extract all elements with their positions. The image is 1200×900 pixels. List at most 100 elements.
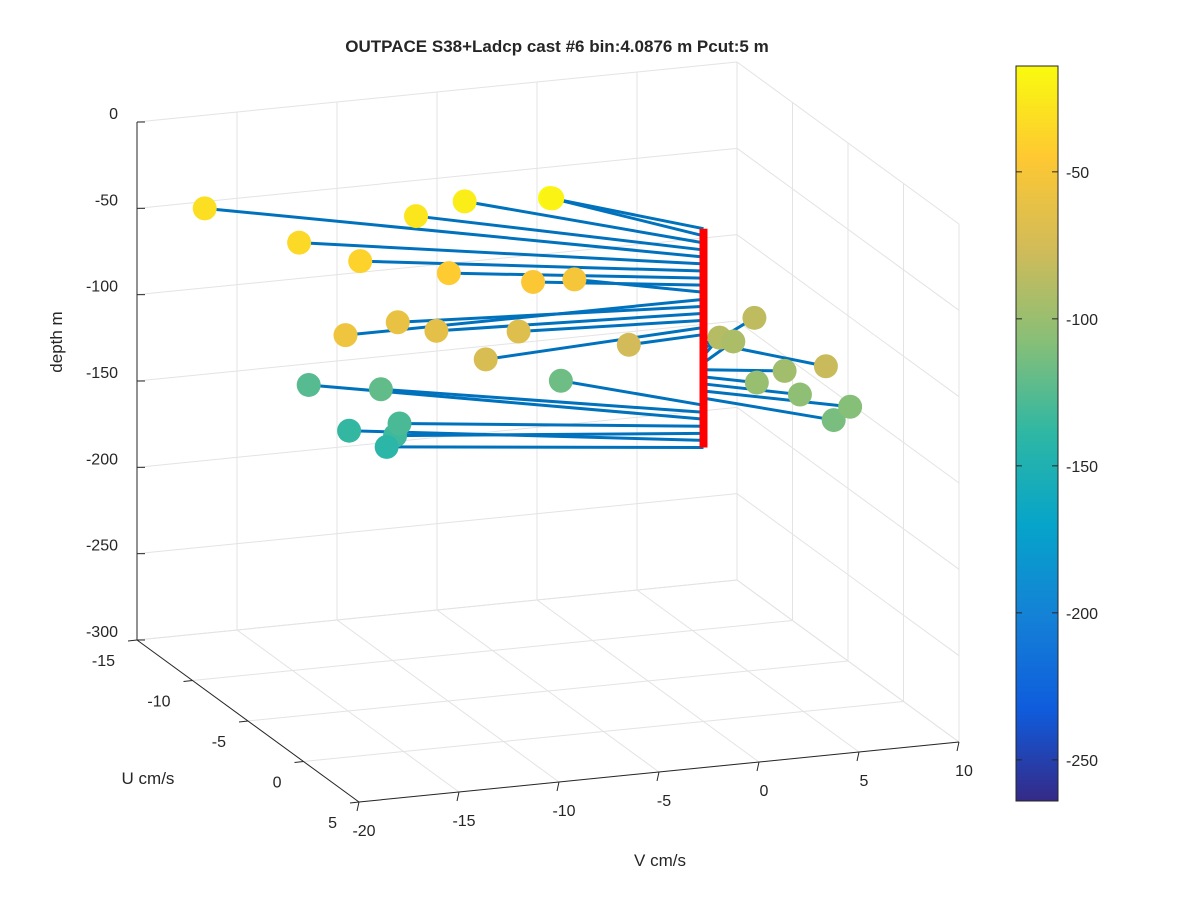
velocity-point	[287, 230, 312, 255]
velocity-point	[616, 332, 641, 357]
current-vector-stem	[551, 196, 704, 238]
current-vector-stem	[399, 421, 704, 428]
y-tick-mark	[756, 761, 760, 772]
y-tick-label: -10	[552, 803, 575, 820]
colorbar-tick-label: -200	[1066, 606, 1098, 623]
z-tick-label: -50	[95, 192, 118, 209]
current-vector-stem	[204, 206, 704, 259]
z-tick-label: 0	[109, 106, 118, 123]
velocity-point	[424, 318, 449, 343]
current-vector-stem	[560, 379, 704, 407]
chart-title: OUTPACE S38+Ladcp cast #6 bin:4.0876 m P…	[345, 37, 768, 56]
velocity-point	[404, 204, 429, 229]
velocity-point	[387, 411, 412, 436]
y-tick-mark	[856, 751, 860, 762]
velocity-point	[368, 377, 393, 402]
current-vector-stem	[360, 259, 704, 273]
colorbar-tick-label: -250	[1066, 753, 1098, 770]
velocity-point	[813, 354, 838, 379]
grid-line-u	[247, 660, 849, 722]
current-vector-stem	[299, 241, 704, 266]
plot-area	[192, 186, 863, 459]
grid-line-u	[303, 701, 904, 762]
axes-frame	[127, 121, 960, 812]
current-vector-stem	[628, 333, 704, 347]
current-vector-stem	[386, 445, 704, 449]
z-tick-label: -100	[86, 279, 118, 296]
y-tick-label: 0	[760, 783, 769, 800]
y-tick-mark	[456, 791, 460, 802]
velocity-point	[787, 382, 812, 407]
velocity-point	[521, 269, 546, 294]
y-tick-mark	[956, 741, 960, 752]
velocity-point	[333, 323, 358, 348]
z-tick-label: -250	[86, 538, 118, 555]
velocity-point	[562, 267, 587, 292]
colorbar-bar	[1015, 65, 1059, 802]
y-tick-label: 5	[860, 773, 869, 790]
x-tick-mark	[183, 680, 193, 682]
y-tick-label: -20	[352, 823, 375, 840]
current-vector-stem	[397, 304, 704, 324]
y-tick-label: -5	[657, 793, 671, 810]
velocity-point	[506, 319, 531, 344]
x-tick-label: 5	[328, 815, 337, 832]
velocity-point	[744, 370, 769, 395]
x-tick-label: -15	[92, 653, 115, 670]
y-axis-label: V cm/s	[634, 851, 686, 870]
x-axis-label: U cm/s	[122, 769, 175, 788]
velocity-point	[348, 249, 373, 274]
x-tick-label: -10	[147, 694, 170, 711]
velocity-point	[838, 394, 863, 419]
current-vector-stem	[349, 429, 704, 442]
velocity-point	[337, 418, 362, 443]
colorbar-tick-label: -100	[1066, 312, 1098, 329]
z-tick-label: -300	[86, 624, 118, 641]
colorbar-tick-label: -150	[1066, 459, 1098, 476]
grid-lines	[136, 61, 960, 803]
x-tick-label: 0	[273, 775, 282, 792]
current-vector-stem	[485, 325, 704, 361]
current-vector-stem	[518, 318, 704, 334]
x-tick-mark	[238, 720, 249, 723]
current-vector-stem	[436, 311, 704, 333]
velocity-point	[385, 310, 410, 335]
z-tick-label: -200	[86, 451, 118, 468]
x-tick-label: -5	[212, 734, 226, 751]
velocity-point	[742, 305, 767, 330]
current-vector-stem	[415, 214, 704, 252]
velocity-point	[296, 372, 321, 397]
current-vector-stem	[703, 396, 834, 422]
y-tick-label: -15	[452, 813, 475, 830]
x-tick-mark	[127, 639, 138, 642]
velocity-point	[192, 196, 217, 221]
y-tick-mark	[356, 801, 360, 812]
velocity-point	[821, 408, 846, 433]
grid-line-u	[136, 579, 738, 641]
x-tick-mark	[349, 801, 360, 804]
velocity-point	[548, 368, 573, 393]
colorbar: -50 -100 -150 -200 -250	[1015, 65, 1098, 802]
current-vector-stem	[464, 199, 704, 245]
current-vector-stem	[574, 277, 704, 294]
colorbar-tick-label: -50	[1066, 165, 1089, 182]
y-tick-label: 10	[955, 763, 973, 780]
velocity-point	[772, 358, 797, 383]
velocity-point	[473, 347, 498, 372]
current-vector-stem	[703, 368, 785, 373]
current-vector-stem	[703, 389, 851, 409]
velocity-point	[721, 329, 746, 354]
velocity-point	[436, 261, 461, 286]
current-vector-stem	[380, 387, 704, 414]
grid-line-u	[192, 620, 793, 681]
tick-labels: 0-50-100-150-200-250-300-15-10-505 -20-15…	[86, 106, 973, 840]
y-tick-mark	[656, 771, 660, 782]
velocity-point	[540, 186, 565, 211]
z-axis-label: depth m	[47, 311, 66, 372]
velocity-point	[452, 189, 477, 214]
z-tick-label: -150	[86, 365, 118, 382]
y-tick-mark	[556, 781, 560, 792]
velocity-point	[374, 434, 399, 459]
current-vector-stem	[395, 431, 704, 438]
